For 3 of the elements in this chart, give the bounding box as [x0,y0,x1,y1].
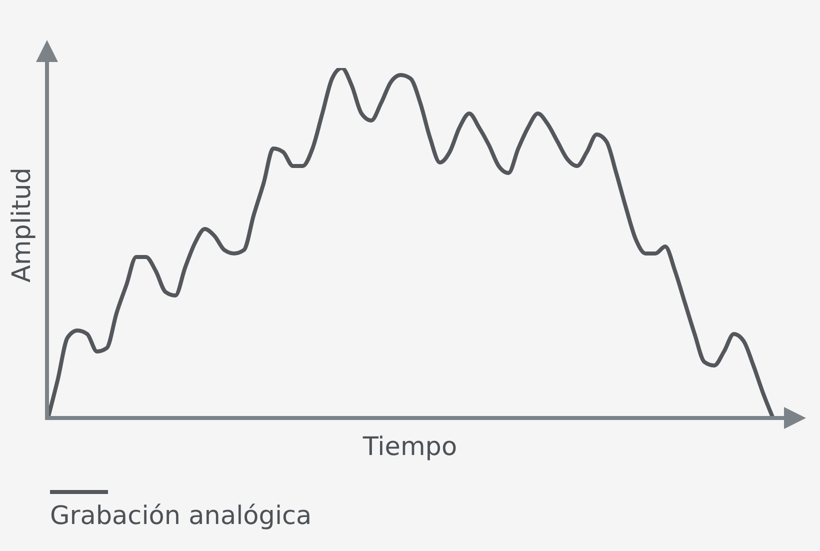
legend-label: Grabación analógica [50,500,312,532]
y-axis-title: Amplitud [7,168,37,282]
x-axis-title: Tiempo [362,432,458,462]
